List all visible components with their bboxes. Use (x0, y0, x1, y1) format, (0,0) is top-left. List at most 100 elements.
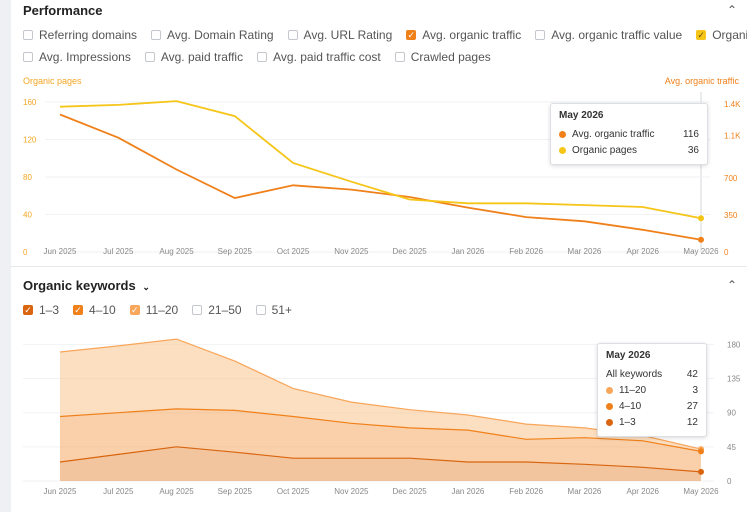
tooltip-row-value: 3 (692, 384, 698, 396)
checkbox-avg-url-rating[interactable]: Avg. URL Rating (287, 28, 392, 42)
tooltip-title: May 2026 (559, 110, 604, 121)
tooltip-row: 11–20 3 (606, 382, 698, 398)
checkbox-label: Avg. paid traffic cost (273, 50, 381, 64)
checkbox-checked-icon: ✓ (696, 30, 707, 40)
performance-title: Performance (23, 3, 103, 18)
x-tick-label: Apr 2026 (626, 487, 659, 496)
checkbox-referring-domains[interactable]: Referring domains (23, 28, 137, 42)
legend-dot-icon (606, 386, 613, 394)
x-tick-label: Feb 2026 (509, 487, 543, 496)
checkbox-label: Avg. paid traffic (160, 50, 244, 64)
checkbox-21-50[interactable]: 21–50 (192, 303, 242, 317)
right-tick-label: 1.1K (724, 132, 741, 141)
checkbox-unchecked-icon (23, 52, 33, 62)
checkbox-unchecked-icon (257, 52, 268, 62)
x-tick-label: Jul 2025 (103, 247, 134, 256)
left-tick-label: 0 (23, 248, 28, 257)
checkbox-crawled-pages[interactable]: Crawled pages (394, 50, 491, 64)
checkbox-checked-icon: ✓ (23, 305, 33, 315)
area-line-1-3 (59, 446, 702, 473)
checkbox-avg-impressions[interactable]: Avg. Impressions (23, 50, 131, 64)
checkbox-label: Avg. Domain Rating (167, 28, 274, 42)
checkbox-label: 21–50 (208, 303, 242, 317)
checkbox-label: 1–3 (39, 303, 60, 317)
series-line-avg-organic-traffic (59, 113, 702, 241)
x-tick-label: Aug 2025 (159, 487, 194, 496)
x-tick-label: May 2026 (683, 247, 719, 256)
section-divider (11, 266, 747, 267)
area-11-20 (60, 339, 701, 452)
checkbox-unchecked-icon (23, 30, 33, 40)
checkbox-unchecked-icon (535, 30, 546, 40)
tooltip-row: 4–10 27 (606, 398, 698, 414)
x-tick-label: Feb 2026 (509, 247, 543, 256)
right-axis-title: Avg. organic traffic (664, 76, 739, 86)
checkbox-unchecked-icon (287, 30, 298, 40)
checkbox-label: Crawled pages (410, 50, 491, 64)
tooltip-row-label: Avg. organic traffic (572, 128, 655, 140)
series-endpoint-organic-pages (698, 215, 704, 222)
right-tick-label: 45 (727, 443, 736, 452)
legend-dot-icon (606, 418, 613, 426)
checkbox-checked-icon: ✓ (73, 305, 84, 315)
x-tick-label: Jul 2025 (103, 487, 134, 496)
x-tick-label: Jan 2026 (451, 247, 484, 256)
checkbox-11-20[interactable]: ✓ 11–20 (129, 303, 178, 317)
x-tick-label: Oct 2025 (277, 487, 310, 496)
organic-keywords-title[interactable]: Organic keywords ⌄ (23, 278, 150, 293)
checkbox-avg-organic-traffic[interactable]: ✓ Avg. organic traffic (406, 28, 521, 42)
tooltip-row-label: 4–10 (619, 400, 642, 412)
x-tick-label: Aug 2025 (159, 247, 194, 256)
tooltip-row-value: 36 (687, 144, 699, 156)
checkbox-avg-paid-traffic-cost[interactable]: Avg. paid traffic cost (257, 50, 381, 64)
checkbox-label: 4–10 (89, 303, 116, 317)
checkbox-unchecked-icon (394, 52, 405, 62)
checkbox-unchecked-icon (255, 305, 266, 315)
keywords-collapse-chevron-up-icon[interactable]: ⌃ (726, 278, 737, 292)
x-tick-label: Nov 2025 (334, 247, 369, 256)
x-tick-label: Mar 2026 (568, 487, 602, 496)
tooltip-row-value: 12 (686, 416, 698, 428)
tooltip-row-value: 116 (683, 128, 699, 140)
checkbox-label: 51+ (271, 303, 292, 317)
organic-keywords-label: Organic keywords (23, 278, 136, 293)
checkbox-avg-domain-rating[interactable]: Avg. Domain Rating (151, 28, 274, 42)
x-tick-label: Oct 2025 (277, 247, 310, 256)
chevron-down-icon: ⌄ (142, 282, 150, 292)
checkbox-unchecked-icon (144, 52, 155, 62)
checkbox-4-10[interactable]: ✓ 4–10 (73, 303, 116, 317)
legend-dot-icon (606, 402, 613, 410)
series-endpoint-avg-organic-traffic (698, 236, 704, 243)
checkbox-label: Referring domains (39, 28, 138, 42)
series-line-organic-pages (59, 100, 702, 220)
right-tick-label: 700 (724, 174, 738, 183)
checkbox-unchecked-icon (192, 305, 203, 315)
checkbox-organic-pages[interactable]: ✓ Organic pages (696, 28, 747, 42)
tooltip-row: 1–3 12 (606, 414, 698, 430)
tooltip-row: Avg. organic traffic 116 (559, 126, 699, 142)
checkbox-avg-paid-traffic[interactable]: Avg. paid traffic (144, 50, 244, 64)
checkbox-label: Avg. organic traffic (422, 28, 522, 42)
right-tick-label: 1.4K (724, 100, 741, 109)
right-tick-label: 180 (727, 340, 741, 349)
tooltip-row-label: 11–20 (619, 384, 647, 396)
checkbox-avg-organic-traffic-value[interactable]: Avg. organic traffic value (535, 28, 682, 42)
performance-collapse-chevron-up-icon[interactable]: ⌃ (726, 3, 737, 17)
checkbox-1-3[interactable]: ✓ 1–3 (23, 303, 59, 317)
left-tick-label: 120 (23, 136, 37, 145)
checkbox-checked-icon: ✓ (129, 305, 140, 315)
right-tick-label: 90 (727, 409, 736, 418)
x-tick-label: Apr 2026 (626, 247, 659, 256)
area-endpoint-1-3 (698, 468, 704, 475)
checkbox-label: Avg. organic traffic value (551, 28, 683, 42)
checkbox-label: Avg. Impressions (39, 50, 131, 64)
checkbox-51[interactable]: 51+ (255, 303, 292, 317)
x-tick-label: Sep 2025 (218, 247, 253, 256)
performance-metric-toggles-row2: Avg. Impressions Avg. paid traffic Avg. pa… (23, 50, 505, 64)
performance-chart[interactable]: 160 120 80 40 0 1.4K 1.1K 700 350 0 Jun 2025 Jul 20… (0, 0, 747, 270)
x-tick-label: Jun 2025 (44, 247, 77, 256)
left-axis-title: Organic pages (23, 76, 82, 86)
tooltip-total-label: All keywords (606, 368, 663, 380)
legend-dot-icon (559, 130, 566, 138)
